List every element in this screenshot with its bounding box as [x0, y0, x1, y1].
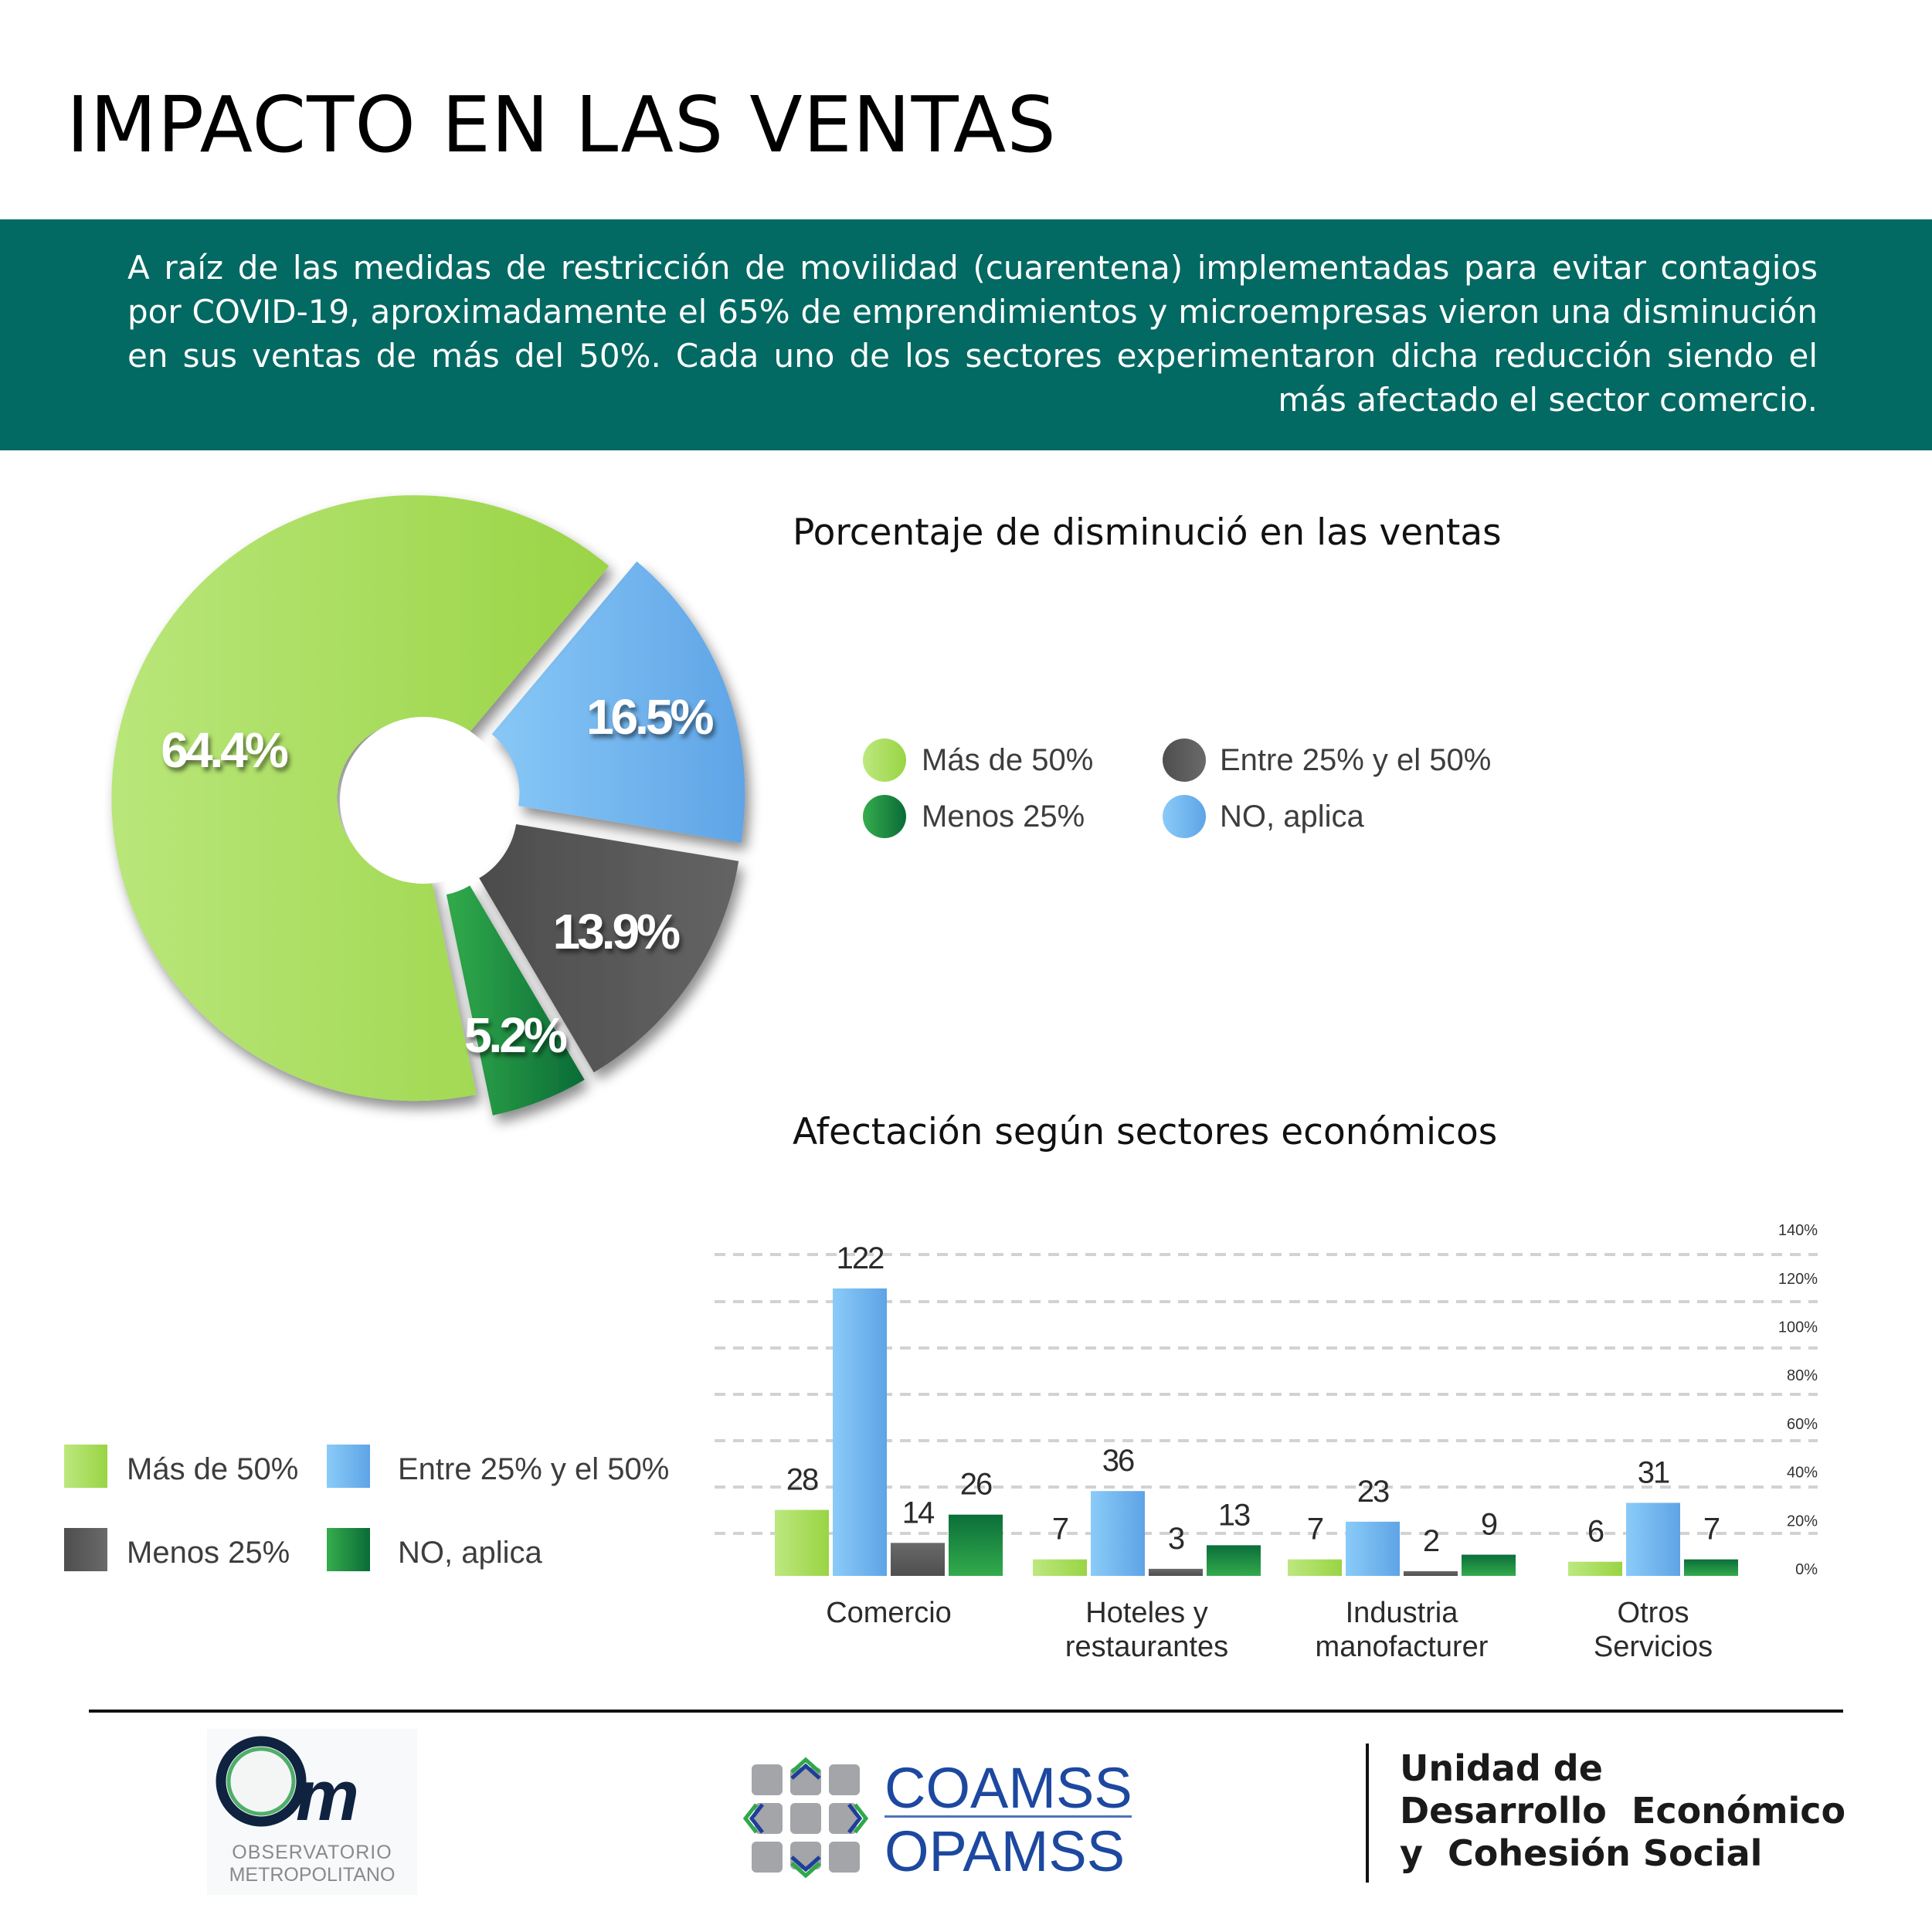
category-label: Otros — [1618, 1597, 1689, 1629]
pie-legend-swatch-no-aplica — [1163, 795, 1206, 838]
bar-legend-swatch-entre — [327, 1445, 370, 1488]
opamss-text: OPAMSS — [885, 1819, 1125, 1879]
y-tick-label: 40% — [1787, 1465, 1818, 1482]
pie-legend-label: Entre 25% y el 50% — [1220, 743, 1492, 777]
category-label: Hoteles y — [1085, 1597, 1207, 1629]
pie-slice-dark-green — [446, 885, 585, 1115]
bar-legend-label: NO, aplica — [398, 1536, 542, 1570]
y-tick-label: 20% — [1787, 1513, 1818, 1530]
observatorio-metropolitano-logo: m OBSERVATORIO METROPOLITANO — [207, 1729, 417, 1895]
category-label: restaurantes — [1065, 1631, 1228, 1663]
bar-value-label: 28 — [786, 1463, 818, 1497]
coamss-opamss-logo: COAMSS OPAMSS — [742, 1756, 1132, 1879]
pie-chart: 16.5% 13.9% 5.2% 64.4% — [111, 495, 745, 1115]
bar-value-label: 7 — [1052, 1513, 1068, 1547]
pie-slice-blue — [491, 561, 745, 844]
bar-value-label: 3 — [1168, 1522, 1184, 1556]
pie-legend-label: NO, aplica — [1220, 800, 1364, 834]
bar-light-green — [1033, 1559, 1087, 1576]
bar-legend-label: Más de 50% — [127, 1452, 299, 1486]
bar-value-label: 6 — [1587, 1515, 1604, 1549]
bar-dark-green — [1462, 1554, 1516, 1576]
bar-light-green — [1288, 1559, 1342, 1576]
intro-text: A raíz de las medidas de restricción de … — [127, 249, 1818, 419]
category-label: Industria — [1346, 1597, 1459, 1629]
pie-legend-label: Menos 25% — [922, 800, 1085, 834]
y-tick-label: 0% — [1795, 1561, 1818, 1578]
pie-slice-label: 64.4% — [161, 722, 288, 778]
unidad-desarrollo-label: Unidad de Desarrollo Económico y Cohesió… — [1400, 1747, 1846, 1874]
bar-value-label: 7 — [1307, 1513, 1323, 1547]
bar-value-label: 36 — [1102, 1444, 1134, 1478]
bar-value-label: 9 — [1481, 1508, 1497, 1542]
bar-dark-green — [1207, 1545, 1261, 1576]
bar-blue — [1626, 1502, 1680, 1576]
category-label: Servicios — [1594, 1631, 1713, 1663]
om-o-icon — [216, 1736, 307, 1827]
pie-legend-swatch-menos-25 — [863, 795, 906, 838]
bar-value-label: 23 — [1357, 1475, 1389, 1509]
category-label: manofacturer — [1316, 1631, 1489, 1663]
bar-legend-swatch-menos-25 — [64, 1528, 107, 1571]
pie-slice-gray — [479, 824, 739, 1073]
bar-gray — [1149, 1568, 1203, 1576]
bar-value-label: 26 — [960, 1468, 992, 1502]
pie-slice-light-green — [111, 495, 609, 1102]
pie-legend-label: Más de 50% — [922, 743, 1094, 777]
om-m-glyph: m — [296, 1757, 359, 1835]
page-title: IMPACTO EN LAS VENTAS — [66, 80, 1057, 170]
footer-vertical-divider — [1366, 1744, 1369, 1883]
pie-legend-swatch-entre — [1163, 739, 1206, 782]
bar-value-label: 31 — [1638, 1455, 1669, 1489]
category-label: Comercio — [826, 1597, 952, 1629]
bar-legend-label: Menos 25% — [127, 1536, 290, 1570]
bar-value-label: 2 — [1423, 1524, 1439, 1558]
pie-slice-label: 5.2% — [464, 1007, 567, 1063]
y-tick-label: 140% — [1778, 1222, 1818, 1239]
bar-gray — [891, 1543, 945, 1576]
bar-light-green — [1568, 1561, 1622, 1576]
y-tick-label: 100% — [1778, 1319, 1818, 1336]
bar-light-green — [775, 1509, 829, 1576]
bar-chart: 0%20%40%60%80%100%120%140% 2812214267363… — [715, 1222, 1818, 1663]
bar-blue — [1091, 1491, 1145, 1576]
footer-divider — [89, 1710, 1843, 1713]
pie-slice-label: 13.9% — [553, 904, 681, 959]
om-logo-line1: OBSERVATORIO — [232, 1842, 392, 1863]
bar-value-label: 7 — [1703, 1513, 1720, 1547]
intro-banner — [0, 219, 1932, 450]
pie-chart-title: Porcentaje de disminució en las ventas — [793, 511, 1502, 554]
pie-slice-label: 16.5% — [586, 689, 714, 745]
coamss-text: COAMSS — [885, 1756, 1132, 1820]
bar-legend-swatch-mas-50 — [64, 1445, 107, 1488]
y-tick-label: 60% — [1787, 1416, 1818, 1433]
bar-chart-title: Afectación según sectores económicos — [793, 1111, 1498, 1153]
y-tick-label: 80% — [1787, 1367, 1818, 1384]
bar-legend-label: Entre 25% y el 50% — [398, 1452, 670, 1486]
bar-blue — [833, 1288, 887, 1576]
bar-gray — [1404, 1570, 1458, 1576]
pie-center-hole — [340, 717, 507, 884]
bar-value-label: 122 — [837, 1241, 884, 1275]
bar-blue — [1346, 1521, 1400, 1576]
bar-legend-swatch-no-aplica — [327, 1528, 370, 1571]
bar-dark-green — [949, 1514, 1003, 1576]
om-logo-line2: METROPOLITANO — [229, 1864, 396, 1886]
bar-value-label: 14 — [902, 1496, 935, 1530]
bar-value-label: 13 — [1218, 1498, 1250, 1532]
grid-arrows-icon — [752, 1764, 860, 1873]
pie-legend-swatch-mas-50 — [863, 739, 906, 782]
bar-dark-green — [1684, 1559, 1738, 1576]
y-tick-label: 120% — [1778, 1271, 1818, 1288]
